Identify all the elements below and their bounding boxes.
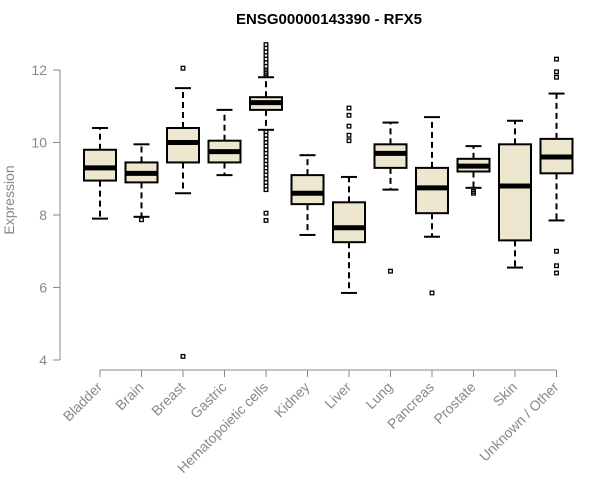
box-group — [83, 127, 117, 220]
y-tick-label: 4 — [39, 352, 47, 368]
x-tick-label: Brain — [112, 379, 146, 413]
box-group — [124, 143, 159, 223]
box — [498, 143, 532, 242]
box — [166, 127, 200, 164]
x-tick-label: Lung — [362, 379, 395, 412]
outlier-point — [346, 105, 352, 111]
box-group — [166, 65, 200, 359]
outlier-point — [346, 138, 352, 144]
x-tick-label: Bladder — [60, 379, 106, 425]
outlier-point — [554, 248, 559, 254]
outlier-point — [263, 217, 269, 223]
outlier-point — [180, 65, 186, 71]
y-axis-label: Expression — [1, 165, 17, 234]
y-axis: 4 6 8 10 12 — [31, 62, 61, 368]
x-tick-label: Unknown / Other — [476, 379, 562, 465]
outlier-point — [346, 132, 352, 138]
outlier-point — [554, 69, 559, 75]
x-tick-label: Kidney — [271, 379, 313, 421]
y-tick-label: 6 — [39, 280, 47, 296]
box — [290, 174, 325, 206]
box-group — [498, 119, 532, 269]
outlier-point — [554, 56, 559, 62]
box-group — [332, 105, 366, 294]
box-series — [83, 42, 574, 359]
outlier-point — [263, 72, 269, 78]
box-group — [415, 116, 449, 296]
x-tick-label: Skin — [490, 379, 521, 410]
x-tick-label: Liver — [321, 379, 354, 412]
outlier-point — [263, 187, 269, 193]
y-tick-label: 12 — [31, 62, 47, 78]
outlier-point — [346, 112, 352, 118]
chart-title: ENSG00000143390 - RFX5 — [236, 11, 422, 28]
outlier-point — [180, 353, 186, 359]
y-tick-label: 8 — [39, 207, 47, 223]
y-tick-label: 10 — [31, 135, 47, 151]
outlier-point — [263, 210, 269, 216]
box-group — [539, 56, 574, 276]
outlier-point — [346, 123, 352, 129]
box — [415, 166, 449, 215]
outlier-point — [471, 190, 476, 196]
box-group — [456, 145, 491, 196]
outlier-point — [139, 217, 144, 223]
outlier-point — [388, 268, 393, 274]
box-group — [207, 108, 242, 177]
box — [83, 148, 117, 182]
box — [332, 201, 366, 244]
box-group — [249, 42, 283, 223]
x-tick-label: Breast — [148, 379, 188, 419]
box-group — [290, 154, 325, 236]
x-tick-label: Prostate — [430, 379, 478, 427]
outlier-point — [554, 74, 559, 80]
outlier-point — [554, 263, 559, 269]
box-group — [373, 121, 408, 274]
outlier-point — [429, 290, 435, 296]
outlier-point — [554, 270, 559, 276]
box — [373, 143, 408, 169]
